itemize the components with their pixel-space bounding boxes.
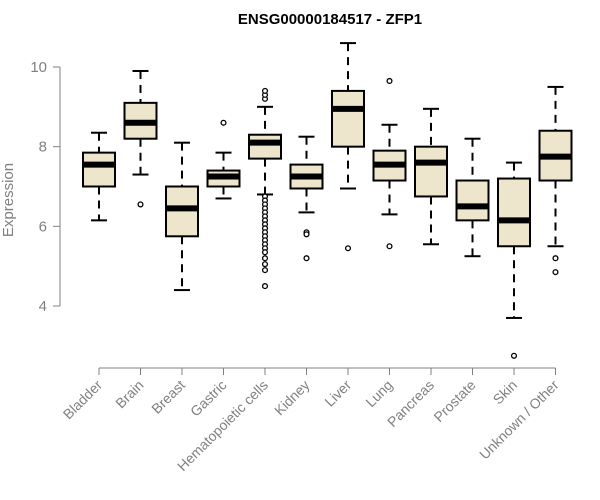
outlier-point: [261, 255, 269, 262]
y-axis: 4 6 8 10: [30, 59, 61, 315]
x-tick-label: Lung: [362, 377, 395, 410]
outlier-point: [261, 87, 269, 94]
x-tick-label: Bladder: [60, 377, 106, 423]
outlier-point: [552, 269, 559, 276]
box-iqr: [248, 133, 282, 160]
y-tick-label: 6: [39, 218, 47, 235]
x-tick-label: Unknown / Other: [476, 377, 562, 463]
box-gastric: [206, 119, 241, 200]
box-breast: [165, 141, 199, 292]
outlier-point: [261, 283, 269, 290]
outlier-point: [261, 267, 269, 274]
box-liver: [331, 42, 365, 252]
outlier-point: [303, 255, 310, 262]
y-tick-label: 10: [30, 59, 47, 76]
x-tick-label: Liver: [321, 377, 354, 410]
box-iqr: [497, 177, 531, 248]
outlier-point: [552, 255, 559, 262]
y-tick-label: 4: [39, 298, 47, 315]
outlier-point: [261, 261, 269, 268]
x-tick-label: Breast: [148, 377, 188, 417]
box-kidney: [289, 135, 324, 262]
box-bladder: [82, 131, 116, 222]
x-tick-label: Kidney: [271, 377, 313, 419]
outlier-point: [137, 201, 144, 208]
outlier-point: [386, 243, 393, 250]
box-iqr: [82, 151, 116, 188]
box-iqr: [455, 179, 490, 222]
box-iqr: [414, 145, 448, 198]
box-skin: [497, 161, 531, 359]
x-tick-label: Brain: [112, 377, 146, 411]
box-lung: [372, 77, 407, 250]
outlier-point: [303, 231, 310, 238]
x-tick-label: Skin: [490, 377, 521, 408]
outlier-point: [510, 352, 518, 359]
y-axis-label: Expression: [0, 163, 17, 237]
box-iqr: [331, 89, 365, 148]
outlier-point: [386, 77, 393, 84]
x-tick-label: Prostate: [430, 377, 478, 425]
outlier-point: [261, 249, 269, 256]
box-prostate: [455, 137, 490, 258]
box-unknown-other: [538, 85, 573, 276]
outlier-point: [344, 245, 352, 252]
box-hematopoietic-cells: [248, 87, 282, 290]
box-pancreas: [414, 107, 448, 246]
y-tick-label: 8: [39, 139, 47, 156]
chart-title: ENSG00000184517 - ZFP1: [238, 11, 422, 28]
boxplot-series: [82, 42, 573, 359]
box-brain: [123, 69, 158, 208]
outlier-point: [220, 119, 227, 126]
